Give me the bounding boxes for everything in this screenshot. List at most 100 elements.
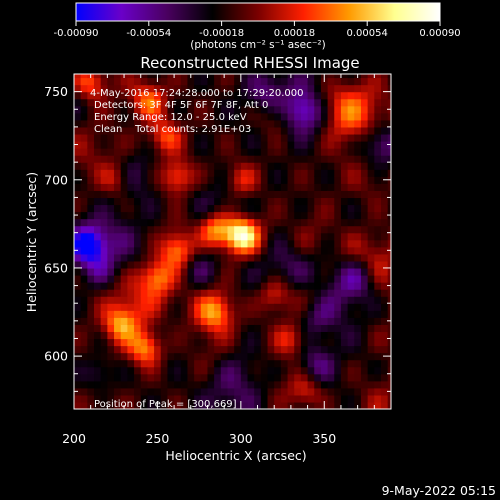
heatmap-pixel [94,260,102,269]
heatmap-pixel [387,77,391,86]
heatmap-pixel [240,148,249,156]
heatmap-pixel [274,112,282,121]
heatmap-pixel [140,155,149,163]
heatmap-pixel [387,260,391,269]
heatmap-pixel [187,84,195,93]
heatmap-pixel [167,84,175,93]
heatmap-pixel [167,155,175,163]
heatmap-pixel [314,155,322,163]
heatmap-pixel [267,366,275,375]
heatmap-pixel [314,162,322,170]
heatmap-pixel [254,394,262,403]
heatmap-pixel [227,105,235,114]
heatmap-pixel [200,239,209,248]
heatmap-pixel [300,197,309,206]
heatmap-pixel [167,282,175,290]
heatmap-pixel [267,74,275,79]
heatmap-pixel [114,373,122,382]
heatmap-pixel [167,373,175,382]
heatmap-pixel [280,169,289,177]
heatmap-pixel [94,133,102,142]
heatmap-pixel [367,176,375,184]
heatmap-pixel [307,162,315,170]
heatmap-pixel [220,373,229,382]
heatmap-pixel [240,317,249,325]
heatmap-pixel [327,91,335,100]
heatmap-pixel [107,211,115,220]
heatmap-pixel [194,133,202,142]
heatmap-pixel [307,148,315,156]
heatmap-pixel [87,204,95,213]
heatmap-pixel [114,112,122,121]
heatmap-pixel [134,155,142,163]
heatmap-pixel [354,98,362,107]
heatmap-pixel [180,84,189,93]
heatmap-pixel [107,275,115,283]
heatmap-pixel [360,211,369,220]
heatmap-pixel [367,387,375,396]
heatmap-pixel [287,105,295,114]
heatmap-pixel [340,373,349,382]
heatmap-pixel [94,253,102,262]
heatmap-pixel [300,169,309,177]
heatmap-pixel [100,324,108,333]
heatmap-pixel [127,190,135,199]
heatmap-pixel [280,352,289,361]
heatmap-pixel [287,211,295,220]
heatmap-pixel [300,324,309,333]
heatmap-pixel [94,338,102,347]
heatmap-pixel [374,77,382,86]
heatmap-pixel [194,77,202,86]
heatmap-pixel [360,148,369,156]
heatmap-pixel [307,91,315,100]
heatmap-pixel [294,380,302,389]
heatmap-pixel [240,141,249,149]
heatmap-pixel [194,275,202,283]
heatmap-pixel [360,141,369,149]
heatmap-pixel [380,119,389,128]
heatmap-pixel [327,303,335,311]
heatmap-pixel [220,105,229,114]
heatmap-pixel [287,225,295,234]
heatmap-pixel [74,183,82,191]
heatmap-pixel [167,246,175,255]
heatmap-pixel [167,380,175,389]
heatmap-pixel [267,239,275,248]
heatmap-pixel [140,289,149,297]
heatmap-pixel [154,232,162,241]
heatmap-pixel [174,126,182,135]
heatmap-pixel [340,303,349,311]
heatmap-pixel [120,162,128,170]
colorbar-tick-label: -0.00090 [54,28,99,39]
heatmap-pixel [354,324,362,333]
heatmap-pixel [207,197,215,206]
heatmap-pixel [94,331,102,340]
heatmap-pixel [74,232,82,241]
heatmap-pixel [80,84,88,93]
heatmap-pixel [180,373,189,382]
heatmap-pixel [254,197,262,206]
heatmap-pixel [200,77,209,86]
heatmap-pixel [87,260,95,269]
heatmap-pixel [160,345,169,354]
heatmap-pixel [94,84,102,93]
heatmap-pixel [367,190,375,199]
heatmap-pixel [387,133,391,142]
heatmap-pixel [320,275,329,283]
heatmap-pixel [307,105,315,114]
heatmap-pixel [300,317,309,325]
heatmap-pixel [160,303,169,311]
heatmap-pixel [207,141,215,149]
heatmap-pixel [254,155,262,163]
heatmap-pixel [154,331,162,340]
heatmap-pixel [100,190,108,199]
heatmap-pixel [200,141,209,149]
heatmap-pixel [180,176,189,184]
heatmap-pixel [214,275,222,283]
heatmap-pixel [134,253,142,262]
heatmap-pixel [380,275,389,283]
heatmap-pixel [354,190,362,199]
heatmap-pixel [114,133,122,142]
heatmap-pixel [207,148,215,156]
heatmap-pixel [227,239,235,248]
